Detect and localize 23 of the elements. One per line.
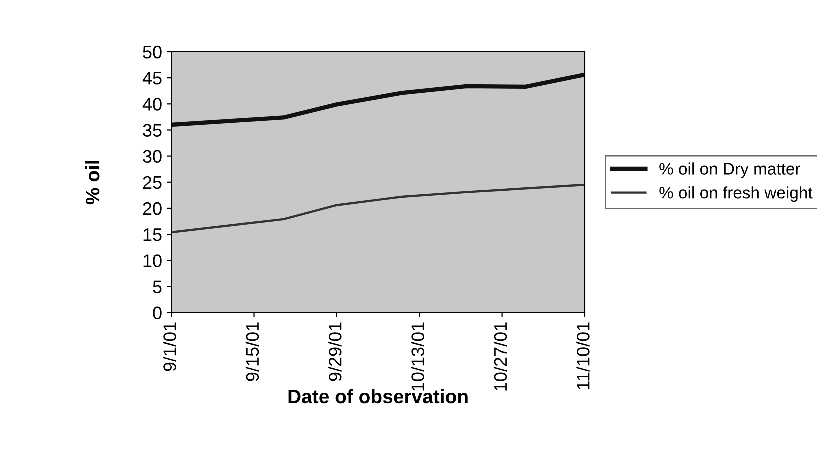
line-series [172, 184, 585, 234]
line-series [172, 72, 585, 128]
y-tick-label: 10 [144, 254, 162, 268]
y-tick-label: 35 [143, 124, 162, 137]
x-tick-label: 10/13/01 [411, 322, 424, 391]
legend-label: % oil on Dry matter [660, 162, 800, 178]
y-tick-label: 20 [143, 202, 162, 216]
y-tick-label: 15 [144, 228, 162, 242]
y-tick-label: 45 [142, 72, 162, 85]
y-tick-label: 40 [142, 98, 162, 111]
y-axis-title: % oil [85, 161, 100, 205]
x-tick-label: 10/27/01 [494, 322, 508, 391]
y-tick-label: 5 [153, 280, 162, 294]
y-tick-label: 25 [143, 176, 162, 190]
x-tick-label: 9/15/01 [246, 322, 260, 382]
x-tick-label: 9/1/01 [163, 322, 176, 372]
x-tick-label: 11/10/01 [576, 322, 590, 390]
y-tick-label: 0 [153, 306, 162, 320]
legend-label: % oil on fresh weight [660, 186, 813, 202]
y-tick-label: 50 [143, 46, 162, 59]
x-tick-label: 9/29/01 [328, 322, 342, 382]
x-axis-title: Date of observation [288, 389, 468, 404]
y-tick-label: 30 [143, 150, 162, 164]
